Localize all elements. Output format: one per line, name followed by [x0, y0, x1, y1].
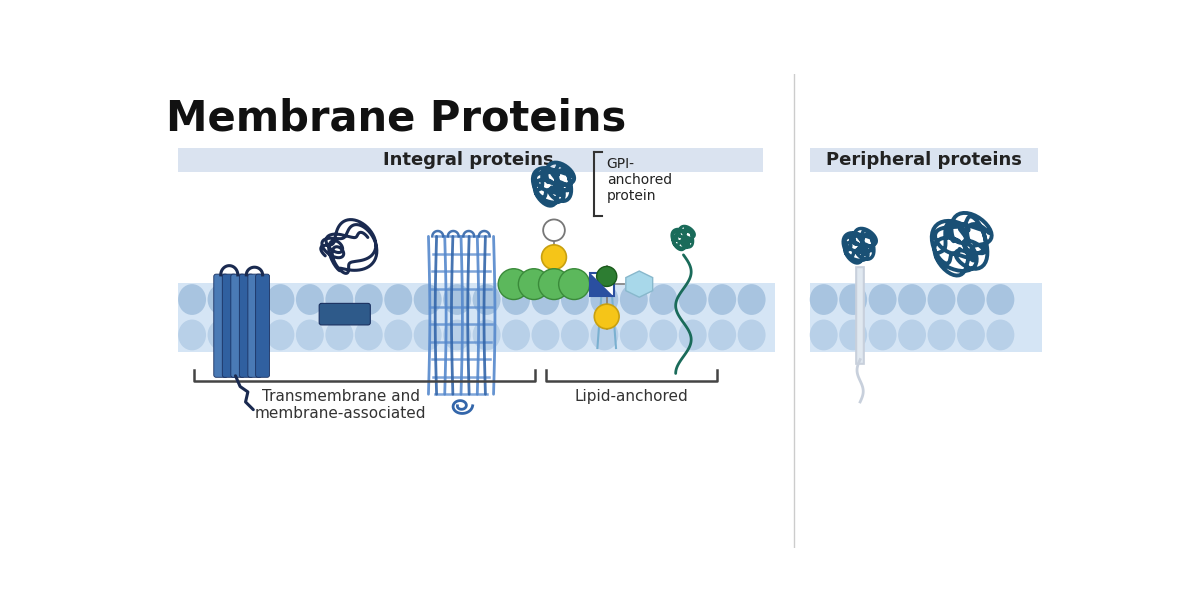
Ellipse shape [650, 320, 677, 351]
Ellipse shape [986, 284, 1015, 315]
Ellipse shape [532, 320, 559, 351]
Ellipse shape [591, 284, 618, 315]
Ellipse shape [738, 284, 765, 315]
FancyBboxPatch shape [222, 274, 237, 377]
Ellipse shape [532, 284, 559, 315]
Circle shape [543, 219, 565, 241]
Ellipse shape [957, 320, 985, 351]
Ellipse shape [503, 320, 530, 351]
Text: Lipid-anchored: Lipid-anchored [574, 389, 689, 404]
Ellipse shape [927, 284, 956, 315]
Ellipse shape [561, 284, 588, 315]
Ellipse shape [354, 320, 383, 351]
Ellipse shape [384, 284, 412, 315]
Text: Membrane Proteins: Membrane Proteins [166, 98, 626, 140]
Ellipse shape [295, 320, 324, 351]
FancyBboxPatch shape [810, 283, 1043, 352]
Ellipse shape [266, 284, 294, 315]
Ellipse shape [869, 320, 897, 351]
Ellipse shape [325, 284, 353, 315]
Ellipse shape [957, 284, 985, 315]
FancyBboxPatch shape [214, 274, 227, 377]
Ellipse shape [473, 320, 500, 351]
Ellipse shape [810, 320, 838, 351]
Ellipse shape [444, 284, 471, 315]
Ellipse shape [561, 320, 588, 351]
FancyBboxPatch shape [591, 274, 613, 296]
FancyBboxPatch shape [231, 274, 245, 377]
FancyBboxPatch shape [255, 274, 270, 377]
Ellipse shape [650, 284, 677, 315]
Circle shape [541, 245, 566, 269]
Text: Peripheral proteins: Peripheral proteins [826, 151, 1022, 169]
Ellipse shape [898, 284, 926, 315]
Ellipse shape [354, 284, 383, 315]
FancyBboxPatch shape [239, 274, 253, 377]
Ellipse shape [237, 284, 265, 315]
Ellipse shape [384, 320, 412, 351]
Ellipse shape [503, 284, 530, 315]
Ellipse shape [839, 320, 867, 351]
Circle shape [539, 269, 570, 299]
Circle shape [498, 269, 530, 299]
Ellipse shape [237, 320, 265, 351]
Ellipse shape [473, 284, 500, 315]
Ellipse shape [207, 284, 235, 315]
Ellipse shape [986, 320, 1015, 351]
FancyBboxPatch shape [248, 274, 261, 377]
Ellipse shape [178, 284, 206, 315]
Circle shape [597, 266, 617, 286]
Ellipse shape [266, 320, 294, 351]
Ellipse shape [709, 320, 736, 351]
Circle shape [518, 269, 550, 299]
Ellipse shape [414, 320, 441, 351]
Ellipse shape [295, 284, 324, 315]
FancyBboxPatch shape [178, 148, 763, 172]
FancyBboxPatch shape [810, 148, 1038, 172]
FancyBboxPatch shape [178, 283, 774, 352]
Ellipse shape [207, 320, 235, 351]
Polygon shape [591, 274, 613, 296]
Ellipse shape [325, 320, 353, 351]
Ellipse shape [839, 284, 867, 315]
Ellipse shape [444, 320, 471, 351]
Ellipse shape [414, 284, 441, 315]
Text: Integral proteins: Integral proteins [384, 151, 554, 169]
Text: GPI-
anchored
protein: GPI- anchored protein [606, 157, 672, 203]
Ellipse shape [709, 284, 736, 315]
Ellipse shape [898, 320, 926, 351]
Ellipse shape [620, 320, 647, 351]
Ellipse shape [178, 320, 206, 351]
Ellipse shape [810, 284, 838, 315]
Ellipse shape [869, 284, 897, 315]
Ellipse shape [591, 320, 618, 351]
Ellipse shape [679, 320, 706, 351]
Circle shape [559, 269, 590, 299]
Ellipse shape [927, 320, 956, 351]
FancyBboxPatch shape [319, 303, 371, 325]
Ellipse shape [679, 284, 706, 315]
Circle shape [594, 304, 619, 329]
Polygon shape [626, 271, 653, 297]
Ellipse shape [620, 284, 647, 315]
Text: Transmembrane and
membrane-associated: Transmembrane and membrane-associated [255, 389, 426, 421]
Ellipse shape [738, 320, 765, 351]
